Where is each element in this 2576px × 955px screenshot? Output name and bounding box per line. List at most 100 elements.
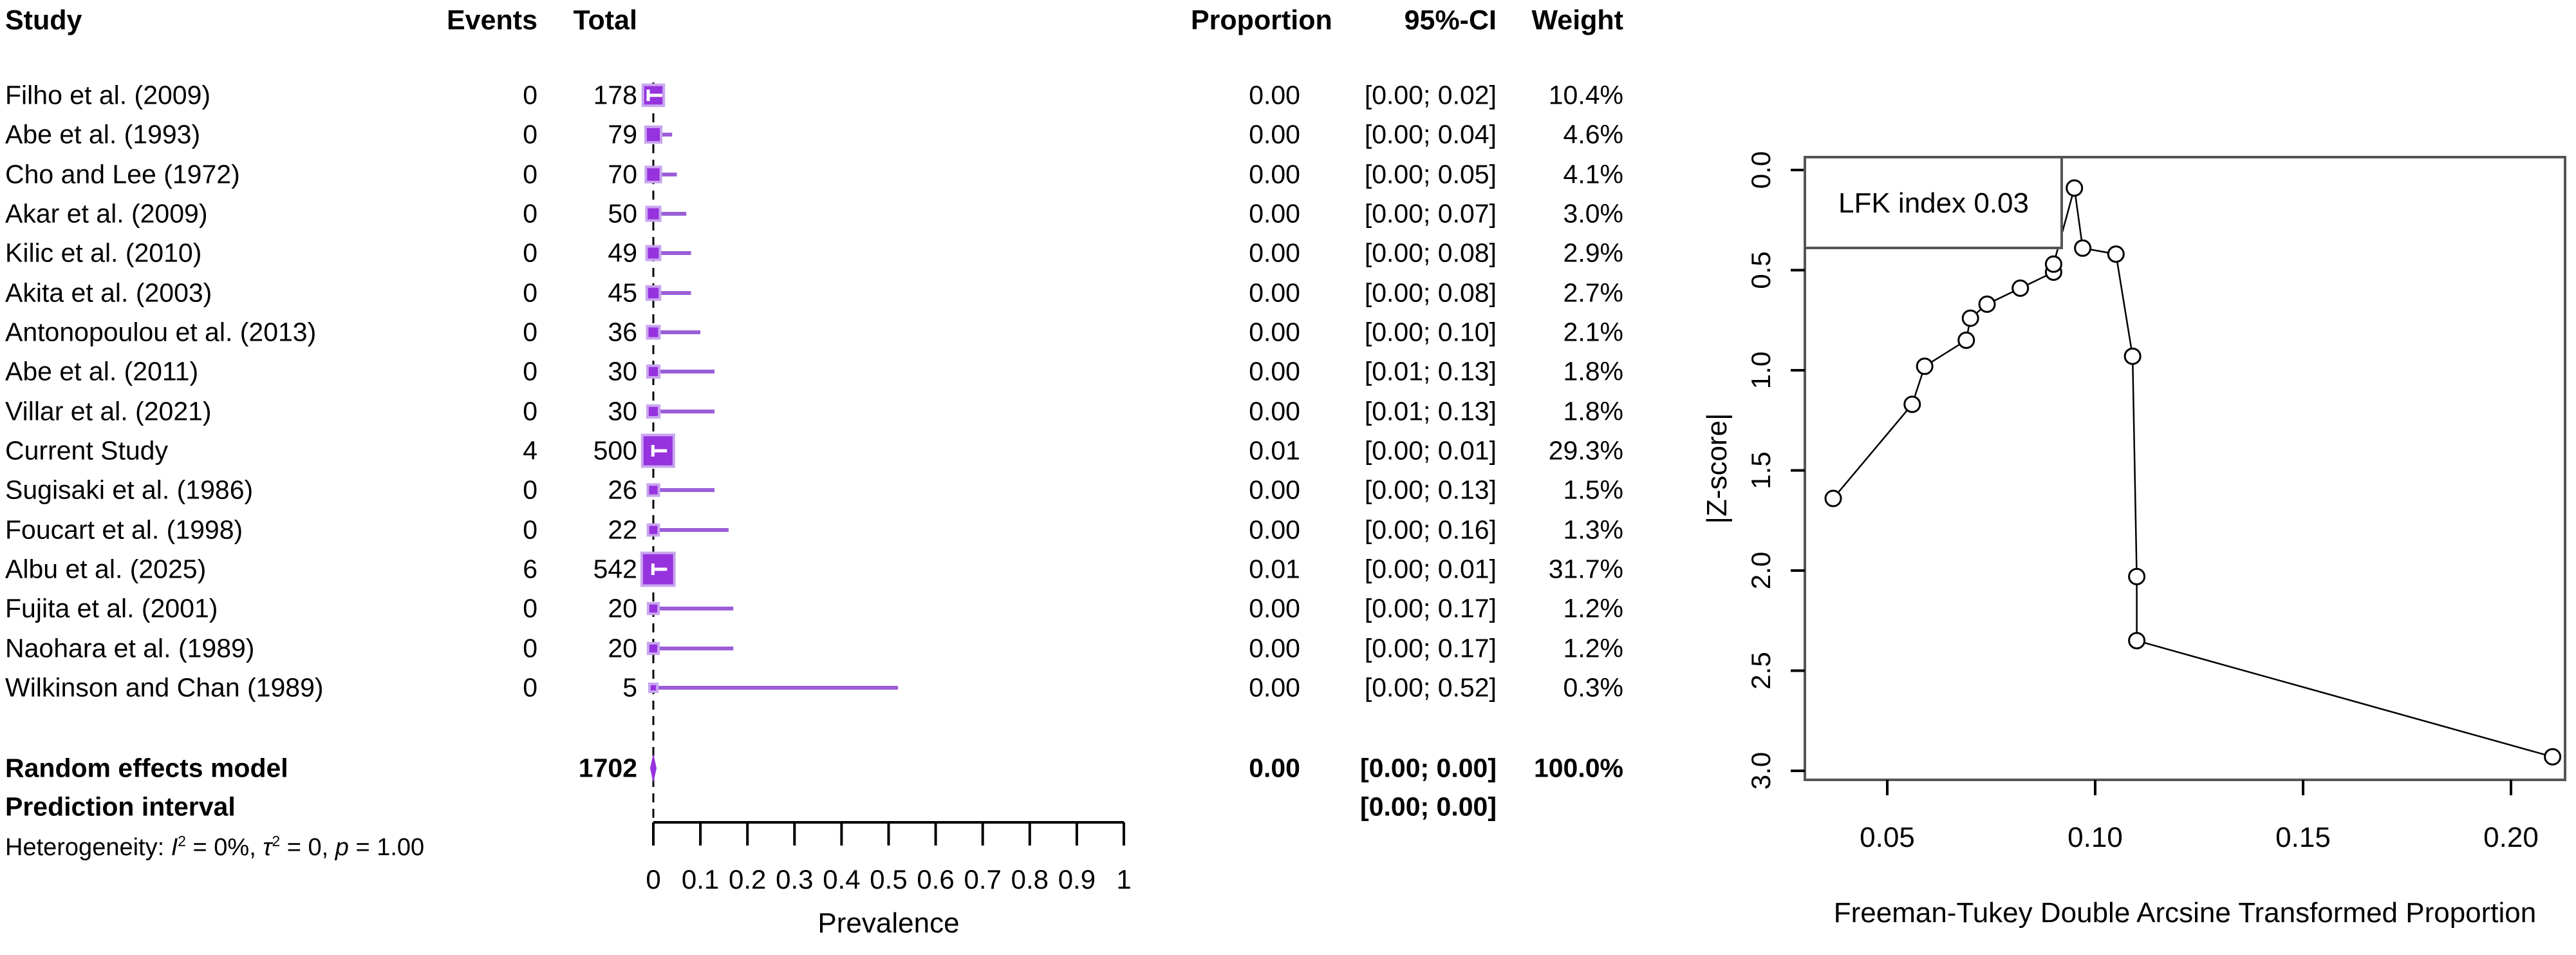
total-value: 50 bbox=[608, 198, 637, 229]
study-name: Albu et al. (2025) bbox=[5, 554, 207, 584]
events-value: 0 bbox=[523, 633, 537, 663]
prevalence-axis-tick-label: 0.5 bbox=[870, 864, 907, 894]
events-value: 0 bbox=[523, 238, 537, 268]
prevalence-axis-tick-label: 0.6 bbox=[917, 864, 954, 894]
doi-x-tick-label: 0.20 bbox=[2483, 822, 2539, 853]
weight-value: 1.8% bbox=[1563, 356, 1623, 386]
doi-point bbox=[1957, 331, 1975, 349]
weight-value: 3.0% bbox=[1563, 198, 1623, 229]
proportion-value: 0.00 bbox=[1249, 593, 1300, 623]
study-square bbox=[645, 285, 662, 301]
doi-line bbox=[1833, 187, 2553, 758]
study-name: Antonopoulou et al. (2013) bbox=[5, 317, 317, 347]
study-square bbox=[646, 523, 660, 537]
doi-point bbox=[2128, 567, 2146, 585]
ci-value: [0.00; 0.08] bbox=[1364, 238, 1497, 268]
ci-value: [0.00; 0.17] bbox=[1364, 633, 1497, 663]
study-name: Wilkinson and Chan (1989) bbox=[5, 672, 324, 703]
prevalence-axis-tick-label: 0 bbox=[646, 864, 660, 894]
heterogeneity-text: Heterogeneity: I2 = 0%, τ2 = 0, p = 1.00 bbox=[5, 834, 649, 860]
weight-value: 2.1% bbox=[1563, 317, 1623, 347]
weight-value: 1.2% bbox=[1563, 593, 1623, 623]
total-value: 36 bbox=[608, 317, 637, 347]
col-header-proportion: Proportion bbox=[1191, 5, 1332, 36]
proportion-value: 0.00 bbox=[1249, 278, 1300, 308]
heterogeneity-part: Heterogeneity: bbox=[5, 833, 171, 861]
doi-y-tick-label: 3.0 bbox=[1746, 752, 1776, 790]
prediction-ci: [0.00; 0.00] bbox=[1360, 791, 1497, 822]
doi-point bbox=[2544, 748, 2562, 766]
summary-label: Random effects model bbox=[5, 753, 288, 783]
events-value: 0 bbox=[523, 317, 537, 347]
prevalence-axis-tick-label: 0.4 bbox=[823, 864, 860, 894]
weight-value: 0.3% bbox=[1563, 672, 1623, 703]
proportion-value: 0.00 bbox=[1249, 238, 1300, 268]
doi-point bbox=[2011, 279, 2030, 297]
total-value: 70 bbox=[608, 159, 637, 189]
total-value: 30 bbox=[608, 356, 637, 386]
col-header-total: Total bbox=[573, 5, 637, 36]
heterogeneity-part: = 0, bbox=[280, 833, 335, 861]
summary-weight: 100.0% bbox=[1533, 753, 1623, 783]
events-value: 0 bbox=[523, 159, 537, 189]
study-name: Kilic et al. (2010) bbox=[5, 238, 202, 268]
weight-value: 1.3% bbox=[1563, 515, 1623, 545]
events-value: 0 bbox=[523, 475, 537, 505]
heterogeneity-part: τ bbox=[263, 833, 272, 861]
events-value: 4 bbox=[523, 435, 537, 466]
total-value: 178 bbox=[593, 80, 637, 110]
doi-point bbox=[2066, 179, 2084, 197]
heterogeneity-part: 2 bbox=[272, 833, 281, 850]
proportion-value: 0.00 bbox=[1249, 317, 1300, 347]
prevalence-axis-title: Prevalence bbox=[817, 907, 959, 939]
heterogeneity-part: = 1.00 bbox=[348, 833, 425, 861]
doi-point bbox=[2123, 347, 2142, 365]
col-header-study: Study bbox=[5, 5, 82, 36]
study-name: Fujita et al. (2001) bbox=[5, 593, 218, 623]
doi-y-tick-label: 0.0 bbox=[1746, 151, 1776, 189]
total-value: 49 bbox=[608, 238, 637, 268]
ci-value: [0.01; 0.13] bbox=[1364, 356, 1497, 386]
heterogeneity-part: = 0%, bbox=[185, 833, 263, 861]
weight-value: 1.8% bbox=[1563, 396, 1623, 426]
prevalence-axis-tick-label: 0.3 bbox=[776, 864, 813, 894]
proportion-value: 0.00 bbox=[1249, 515, 1300, 545]
ci-value: [0.00; 0.05] bbox=[1364, 159, 1497, 189]
doi-point bbox=[1916, 357, 1934, 375]
doi-x-tick-label: 0.10 bbox=[2067, 822, 2123, 853]
total-value: 542 bbox=[593, 554, 637, 584]
prediction-label: Prediction interval bbox=[5, 791, 236, 822]
total-value: 20 bbox=[608, 593, 637, 623]
events-value: 0 bbox=[523, 278, 537, 308]
prevalence-axis-tick-label: 0.7 bbox=[964, 864, 1002, 894]
events-value: 0 bbox=[523, 515, 537, 545]
study-name: Akita et al. (2003) bbox=[5, 278, 212, 308]
summary-proportion: 0.00 bbox=[1249, 753, 1300, 783]
ci-value: [0.00; 0.07] bbox=[1364, 198, 1497, 229]
study-name: Abe et al. (2011) bbox=[5, 356, 199, 386]
weight-value: 4.1% bbox=[1563, 159, 1623, 189]
proportion-value: 0.00 bbox=[1249, 356, 1300, 386]
total-value: 20 bbox=[608, 633, 637, 663]
events-value: 0 bbox=[523, 396, 537, 426]
study-name: Foucart et al. (1998) bbox=[5, 515, 243, 545]
study-square bbox=[646, 483, 660, 497]
summary-diamond bbox=[650, 753, 657, 783]
study-square bbox=[641, 83, 666, 108]
doi-plot: 0.0 0.5 1.0 1.5 2.0 2.5 3.0 0.05 0.10 0.15 0.20 Fre… bbox=[1701, 151, 2566, 929]
proportion-value: 0.00 bbox=[1249, 119, 1300, 149]
study-name: Akar et al. (2009) bbox=[5, 198, 208, 229]
weight-value: 1.5% bbox=[1563, 475, 1623, 505]
ci-value: [0.00; 0.02] bbox=[1364, 80, 1497, 110]
total-value: 26 bbox=[608, 475, 637, 505]
events-value: 6 bbox=[523, 554, 537, 584]
study-square bbox=[645, 245, 662, 261]
study-name: Villar et al. (2021) bbox=[5, 396, 212, 426]
proportion-value: 0.00 bbox=[1249, 396, 1300, 426]
study-name: Naohara et al. (1989) bbox=[5, 633, 255, 663]
doi-y-tick-label: 0.5 bbox=[1746, 251, 1776, 288]
total-value: 22 bbox=[608, 515, 637, 545]
ci-value: [0.01; 0.13] bbox=[1364, 396, 1497, 426]
total-value: 5 bbox=[622, 672, 637, 703]
